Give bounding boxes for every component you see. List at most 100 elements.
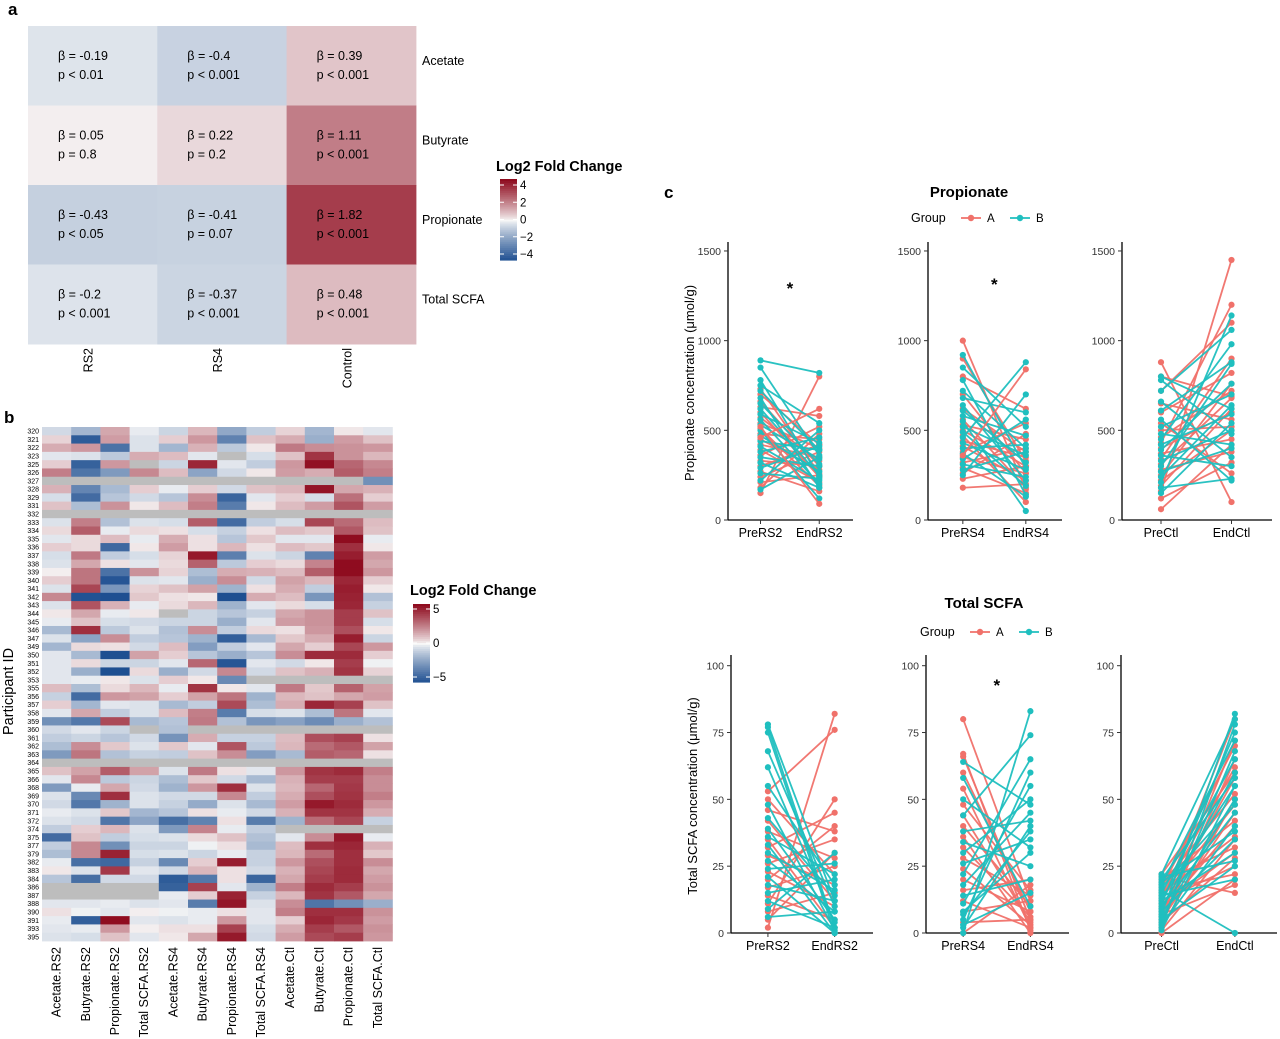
- legend-gradient-step: [500, 197, 517, 200]
- heatmap-cell: [158, 534, 189, 544]
- heatmap-cell: [363, 932, 393, 942]
- data-point: [960, 716, 967, 723]
- heatmap-cell: [304, 518, 335, 527]
- heatmap-cell: [71, 601, 101, 610]
- heatmap-cell: [158, 766, 189, 776]
- data-point: [1228, 359, 1235, 366]
- legend-gradient-step: [500, 249, 517, 253]
- data-point: [1228, 430, 1235, 438]
- heatmap-cell: [275, 675, 306, 685]
- heatmap-cell: [188, 642, 218, 652]
- data-point: [831, 710, 838, 717]
- data-point: [1231, 889, 1238, 897]
- heatmap-cell: [304, 808, 335, 818]
- heatmap-cell: [275, 916, 306, 925]
- heatmap-cell: [188, 534, 218, 544]
- heatmap-cell: [246, 874, 276, 884]
- heatmap-cell: [334, 567, 364, 577]
- heatmap-cell: [334, 534, 364, 544]
- heatmap-cell: [42, 684, 72, 693]
- participant-label: 391: [27, 918, 39, 925]
- participant-line: [1160, 400, 1233, 458]
- data-point: [757, 387, 764, 394]
- heatmap-cell: [158, 625, 189, 635]
- heatmap-cell: [158, 932, 189, 942]
- heatmap-cell: [363, 775, 393, 784]
- heatmap-cell: [158, 485, 189, 494]
- heatmap-cell: [217, 592, 247, 602]
- data-point: [757, 459, 764, 466]
- legend-tick-label: 0: [520, 215, 526, 227]
- heatmap-cell: [246, 791, 276, 801]
- row-label: Propionate: [422, 213, 483, 227]
- cell-p-label: p < 0.05: [58, 227, 104, 241]
- heatmap-cell: [188, 916, 218, 925]
- participant-label: 393: [27, 926, 39, 933]
- heatmap-cell: [158, 443, 189, 453]
- data-point: [1231, 764, 1238, 771]
- participant-label: 329: [27, 495, 39, 502]
- heatmap-cell: [334, 824, 364, 834]
- heatmap-cell: [71, 684, 101, 693]
- heatmap-cell: [188, 609, 218, 619]
- data-point: [757, 448, 764, 455]
- heatmap-cell: [188, 849, 218, 859]
- participant-line: [760, 445, 820, 469]
- legend-gradient-step: [413, 674, 430, 677]
- participant-line: [1160, 740, 1236, 886]
- participant-line: [962, 836, 1032, 934]
- heatmap-cell: [334, 543, 364, 552]
- data-point: [959, 387, 966, 394]
- heatmap-cell: [71, 476, 101, 486]
- legend-gradient-step: [413, 633, 430, 636]
- data-point: [1157, 479, 1165, 486]
- heatmap-cell: [334, 493, 364, 503]
- data-point: [1157, 387, 1165, 394]
- heatmap-cell: [304, 750, 335, 760]
- heatmap-cell: [334, 476, 364, 486]
- legend-gradient-step: [413, 643, 430, 646]
- participant-line: [1160, 812, 1236, 907]
- heatmap-cell: [246, 684, 276, 693]
- participant-line: [1160, 315, 1233, 483]
- cell-p-label: p < 0.001: [58, 307, 111, 321]
- heatmap-cell: [304, 617, 335, 627]
- heatmap-cell: [42, 824, 72, 834]
- data-point: [757, 416, 764, 423]
- data-point: [764, 841, 772, 848]
- data-point: [1231, 737, 1238, 744]
- heatmap-cell: [304, 717, 335, 726]
- heatmap-cell: [71, 567, 101, 577]
- heatmap-cell: [158, 551, 189, 561]
- data-point: [959, 439, 966, 446]
- panel-b-legend-title: Log2 Fold Change: [410, 583, 536, 599]
- heatmap-cell: [246, 485, 276, 494]
- data-point: [1157, 457, 1165, 464]
- legend-gradient-step: [500, 203, 517, 206]
- participant-line: [1160, 454, 1232, 468]
- heatmap-cell: [275, 551, 306, 561]
- heatmap-cell: [188, 758, 218, 768]
- participant-line: [760, 461, 820, 489]
- data-point: [960, 812, 967, 819]
- heatmap-cell: [158, 493, 189, 503]
- participant-line: [962, 420, 1027, 512]
- heatmap-cell: [158, 708, 189, 718]
- participant-line: [767, 729, 836, 792]
- heatmap-cell: [334, 634, 364, 643]
- heatmap-cell: [304, 833, 335, 842]
- heatmap-cell: [246, 866, 276, 876]
- heatmap-cell: [217, 659, 247, 668]
- data-point: [831, 855, 838, 862]
- heatmap-cell: [217, 700, 247, 710]
- heatmap-cell: [100, 816, 130, 826]
- heatmap-cell: [363, 468, 393, 478]
- heatmap-cell: [71, 916, 101, 925]
- participant-line: [962, 878, 1031, 897]
- heatmap-cell: [246, 766, 276, 776]
- heatmap-cell: [71, 642, 101, 652]
- participant-line: [962, 798, 1031, 849]
- heatmap-cell: [100, 601, 130, 610]
- cell-beta-label: β = -0.43: [58, 208, 108, 222]
- heatmap-cell: [217, 924, 247, 934]
